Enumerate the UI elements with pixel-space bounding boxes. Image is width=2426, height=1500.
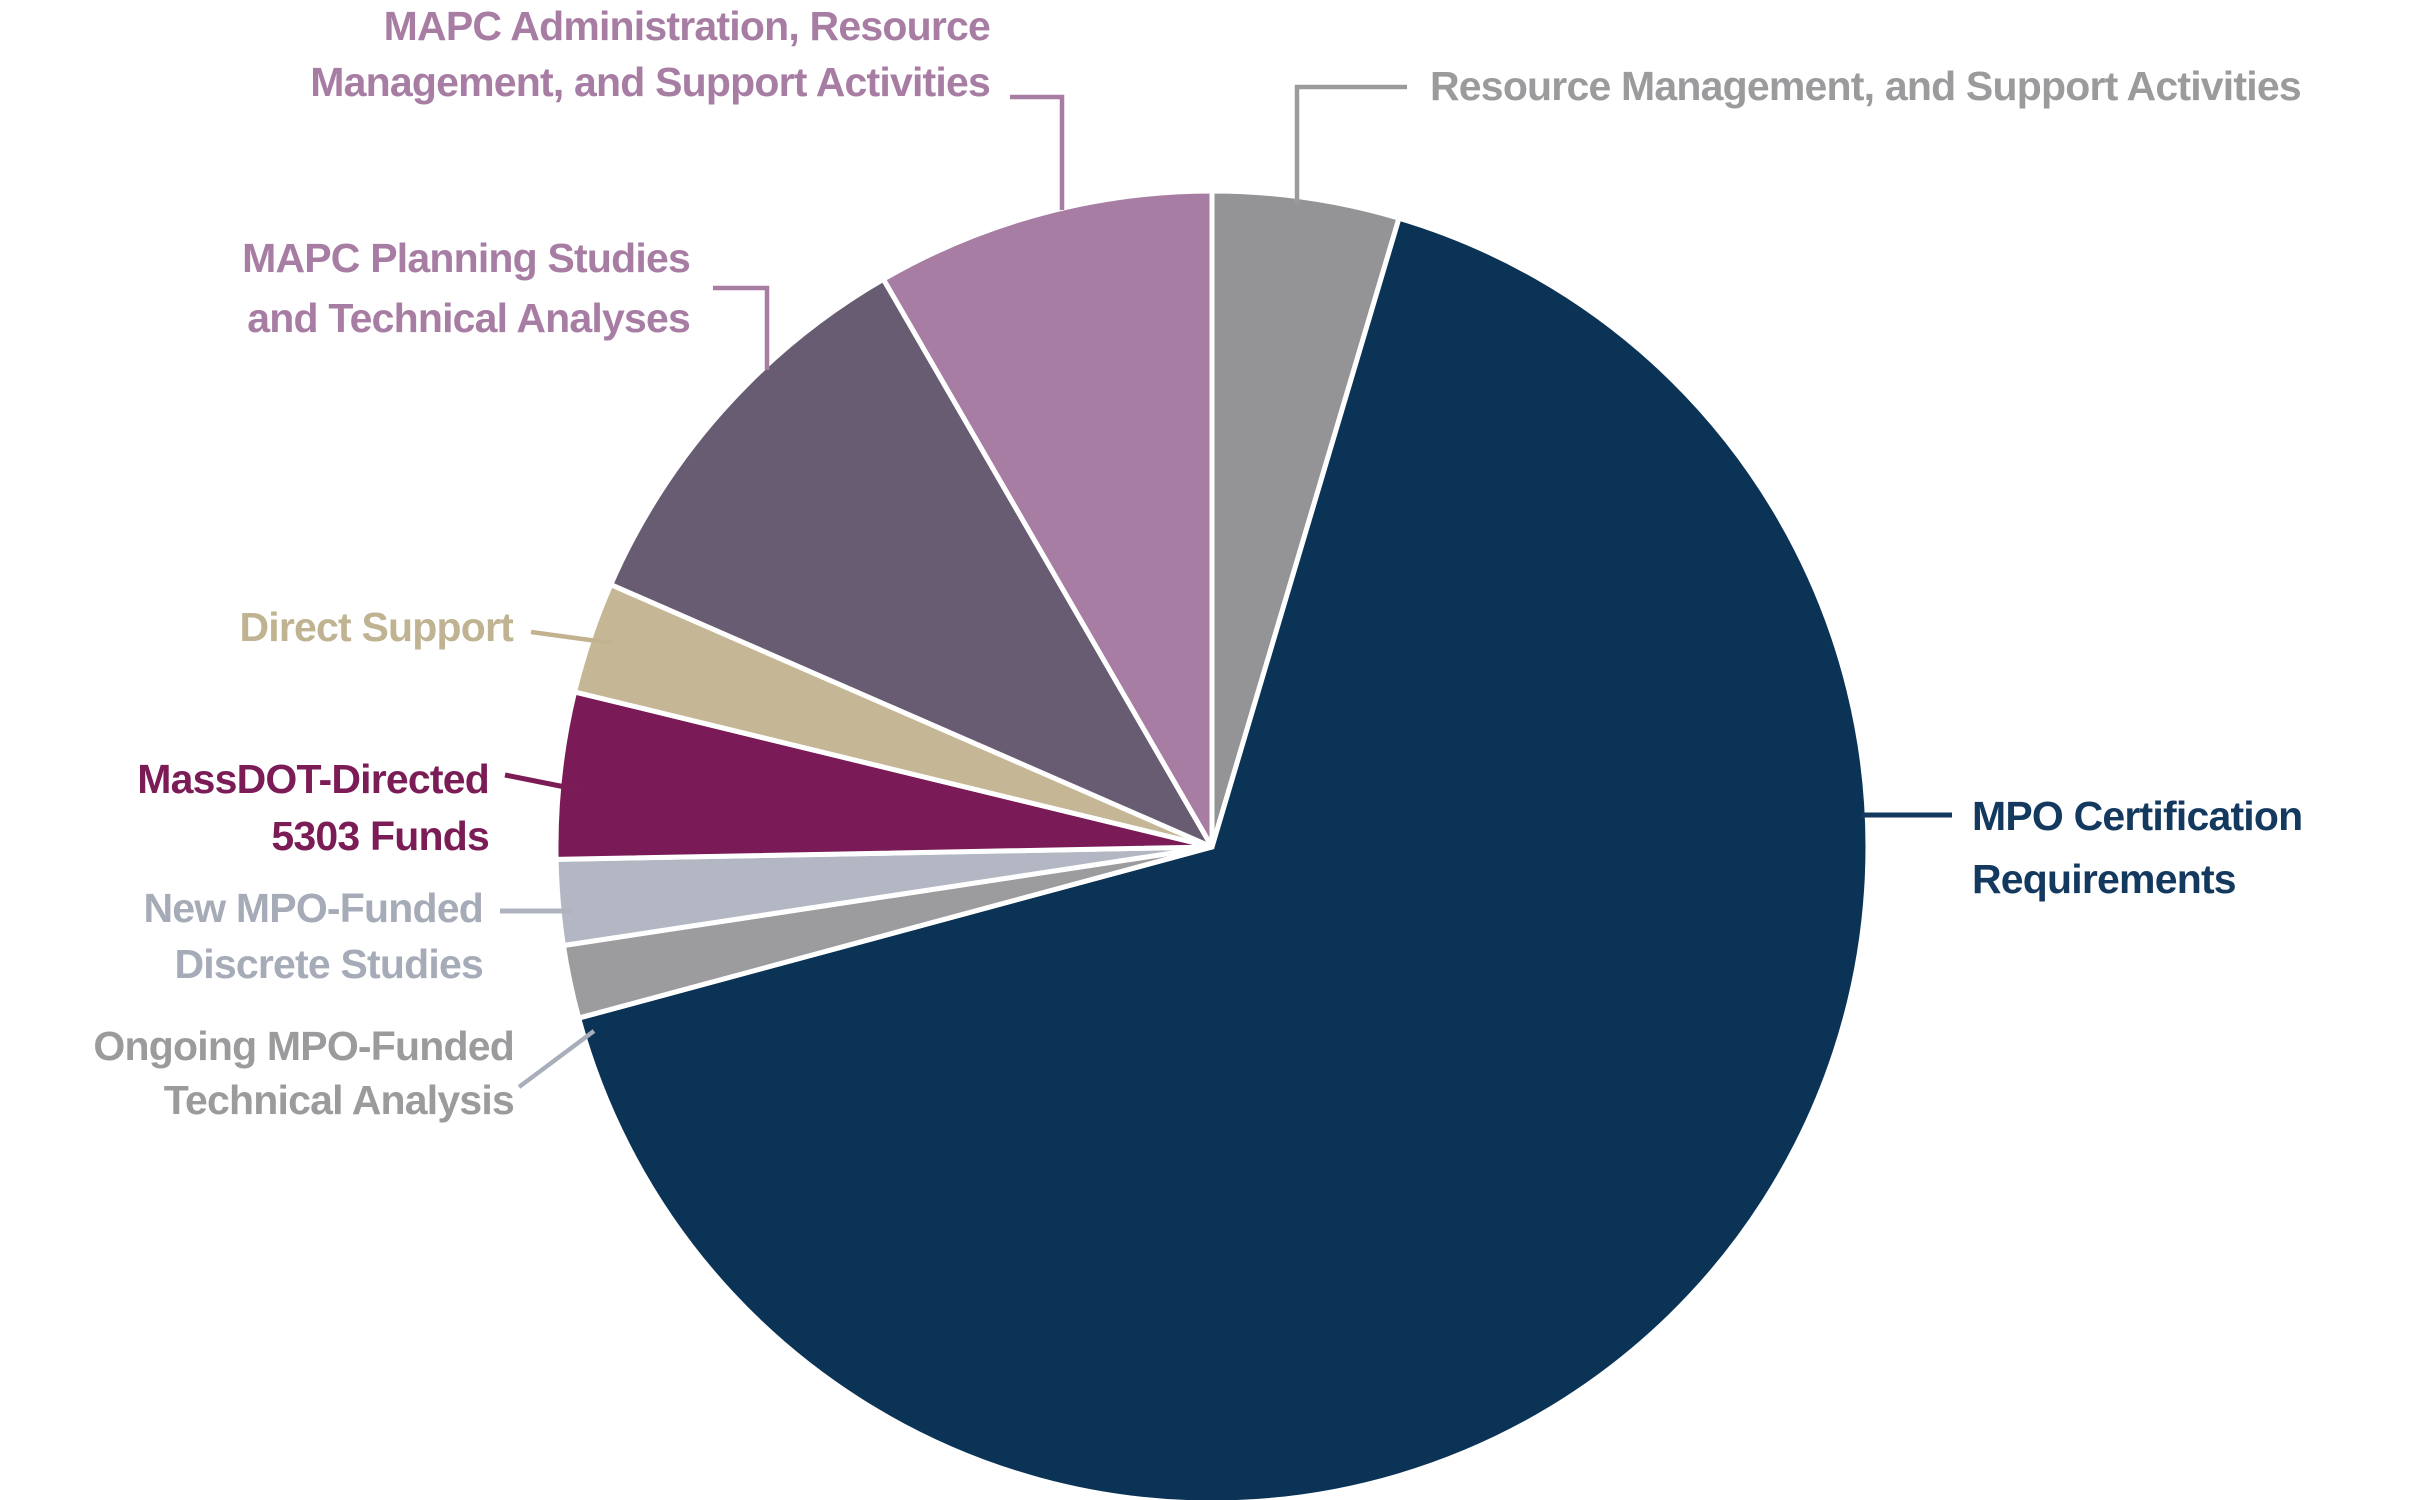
slice-label-massdot-5303: MassDOT-Directed 5303 Funds	[137, 751, 490, 865]
slice-label-line: MassDOT-Directed	[137, 756, 490, 802]
slice-label-line: Direct Support	[239, 604, 513, 650]
slice-label-line: Resource Management, and Support Activit…	[1430, 63, 2302, 109]
slice-label-line: Discrete Studies	[174, 941, 484, 987]
slice-label-line: MPO Certification	[1972, 793, 2303, 839]
slice-label-mapc-admin: MAPC Administration, Resource Management…	[310, 0, 991, 110]
slice-label-line: Management, and Support Activities	[310, 59, 991, 105]
leader-line-ongoing-mpo-funded	[517, 1029, 596, 1089]
pie-slice-mapc-admin	[880, 188, 1215, 850]
slice-label-line: 5303 Funds	[271, 813, 489, 859]
slice-label-direct-support: Direct Support	[239, 599, 513, 655]
slice-label-line: MAPC Planning Studies	[242, 235, 691, 281]
slice-label-line: MAPC Administration, Resource	[383, 3, 991, 49]
leader-line-mapc-planning	[713, 285, 770, 370]
slice-label-line: Technical Analysis	[163, 1077, 515, 1123]
leader-line-massdot-5303	[504, 772, 581, 793]
slice-label-mapc-planning: MAPC Planning Studies and Technical Anal…	[242, 228, 691, 348]
pie-slice-mapc-planning	[608, 276, 1215, 850]
leader-line-direct-support	[530, 629, 613, 646]
pie-slice-mpo-certification	[576, 215, 1871, 1500]
slice-label-line: Requirements	[1972, 856, 2237, 902]
slice-label-ctps-admin-resource-support: Resource Management, and Support Activit…	[1430, 58, 2302, 114]
slice-label-mpo-certification: MPO Certification Requirements	[1972, 785, 2303, 911]
slice-label-line: Ongoing MPO-Funded	[93, 1023, 514, 1069]
leader-line-ctps-admin-resource-support	[1294, 84, 1407, 203]
slice-label-line: and Technical Analyses	[247, 295, 691, 341]
slice-label-ongoing-mpo-funded: Ongoing MPO-Funded Technical Analysis	[93, 1019, 514, 1127]
leader-line-mapc-admin	[1010, 94, 1065, 210]
slice-label-new-mpo-funded: New MPO-Funded Discrete Studies	[143, 880, 483, 992]
slice-label-line: New MPO-Funded	[143, 885, 483, 931]
